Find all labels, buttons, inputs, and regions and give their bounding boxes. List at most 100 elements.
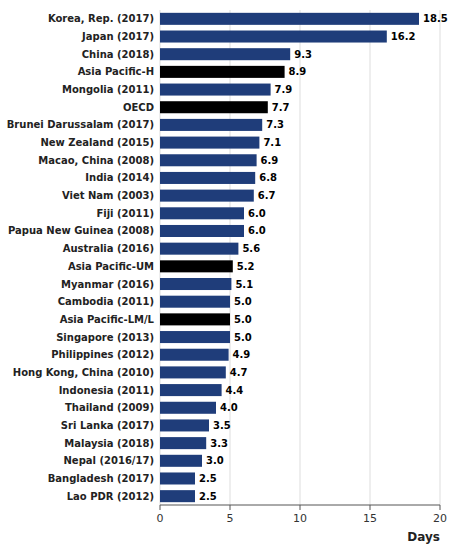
data-label: 4.0 — [220, 402, 238, 413]
data-label: 6.0 — [248, 225, 266, 236]
data-label: 5.0 — [234, 296, 252, 307]
category-label: Fiji (2011) — [96, 208, 154, 219]
data-label: 9.3 — [294, 49, 312, 60]
category-label: Brunei Darussalam (2017) — [7, 119, 154, 130]
tick-label: 20 — [433, 512, 447, 525]
category-label: Asia Pacific-H — [78, 66, 154, 77]
data-label: 4.4 — [226, 385, 244, 396]
bar — [160, 190, 254, 202]
bar — [160, 472, 195, 484]
data-label: 7.3 — [266, 119, 284, 130]
data-label: 6.8 — [259, 172, 277, 183]
y-axis: Korea, Rep. (2017) Japan (2017) China (201… — [7, 13, 155, 501]
bar — [160, 13, 419, 25]
bar — [160, 402, 216, 414]
data-label: 3.5 — [213, 420, 231, 431]
chart: 05101520DaysKorea, Rep. (2017)Japan (201… — [0, 0, 474, 551]
bar — [160, 207, 244, 219]
bar — [160, 278, 231, 290]
bar — [160, 384, 222, 396]
data-label: 3.3 — [210, 438, 228, 449]
tick-mark — [440, 505, 441, 510]
category-label: Hong Kong, China (2010) — [13, 367, 154, 378]
category-label: Viet Nam (2003) — [62, 190, 154, 201]
category-label: Asia Pacific-LM/L — [60, 314, 155, 325]
category-label: Macao, China (2008) — [38, 155, 154, 166]
data-label: 5.0 — [234, 332, 252, 343]
data-labels: 18.5 16.2 9.3 8.9 7.9 7.7 7.3 7.1 6.9 6.8 6.7 6.0 6.… — [199, 13, 448, 501]
bar — [160, 437, 206, 449]
tick-mark — [300, 505, 301, 510]
data-label: 18.5 — [423, 13, 448, 24]
tick-label: 10 — [293, 512, 307, 525]
data-label: 3.0 — [206, 455, 224, 466]
grid-line — [440, 10, 441, 505]
bar — [160, 66, 285, 78]
category-label: Japan (2017) — [81, 31, 154, 42]
bar — [160, 84, 271, 96]
data-label: 7.7 — [272, 102, 290, 113]
category-label: New Zealand (2015) — [40, 137, 154, 148]
category-label: Indonesia (2011) — [59, 385, 154, 396]
category-label: Mongolia (2011) — [62, 84, 154, 95]
bar — [160, 260, 233, 272]
category-label: Singapore (2013) — [56, 332, 154, 343]
bar — [160, 313, 230, 325]
category-label: Myanmar (2016) — [61, 279, 154, 290]
bar — [160, 366, 226, 378]
data-label: 5.1 — [235, 279, 253, 290]
data-label: 16.2 — [391, 31, 416, 42]
category-label: Sri Lanka (2017) — [61, 420, 154, 431]
bar — [160, 243, 238, 255]
bar — [160, 296, 230, 308]
data-label: 4.9 — [233, 349, 251, 360]
data-label: 6.0 — [248, 208, 266, 219]
category-label: Australia (2016) — [63, 243, 154, 254]
bar — [160, 48, 290, 60]
bar — [160, 455, 202, 467]
bar — [160, 172, 255, 184]
category-label: Papua New Guinea (2008) — [8, 225, 154, 236]
axis-label: Days — [407, 530, 440, 544]
x-axis: 05101520Days — [157, 505, 448, 544]
bars — [160, 13, 419, 502]
data-label: 5.6 — [242, 243, 260, 254]
data-label: 8.9 — [289, 66, 307, 77]
grid-line — [300, 10, 301, 505]
data-label: 6.7 — [258, 190, 276, 201]
data-label: 5.2 — [237, 261, 255, 272]
category-label: Malaysia (2018) — [64, 438, 154, 449]
bar — [160, 154, 257, 166]
category-label: Korea, Rep. (2017) — [48, 13, 154, 24]
category-label: Lao PDR (2012) — [67, 491, 154, 502]
category-label: Cambodia (2011) — [58, 296, 154, 307]
bar — [160, 331, 230, 343]
data-label: 4.7 — [230, 367, 248, 378]
data-label: 5.0 — [234, 314, 252, 325]
data-label: 2.5 — [199, 473, 217, 484]
category-label: Asia Pacific-UM — [68, 261, 154, 272]
tick-mark — [160, 505, 161, 510]
category-label: Thailand (2009) — [65, 402, 154, 413]
tick-label: 5 — [227, 512, 234, 525]
tick-label: 15 — [363, 512, 377, 525]
grid-line — [370, 10, 371, 505]
category-label: Nepal (2016/17) — [63, 455, 154, 466]
bar — [160, 419, 209, 431]
tick-mark — [370, 505, 371, 510]
grid — [160, 10, 440, 505]
bar — [160, 137, 259, 149]
data-label: 2.5 — [199, 491, 217, 502]
bar — [160, 349, 229, 361]
data-label: 6.9 — [261, 155, 279, 166]
category-label: Philippines (2012) — [51, 349, 154, 360]
bar — [160, 490, 195, 502]
bar — [160, 225, 244, 237]
category-label: Bangladesh (2017) — [48, 473, 154, 484]
category-label: China (2018) — [82, 49, 154, 60]
axis-line — [160, 505, 440, 506]
data-label: 7.9 — [275, 84, 293, 95]
data-label: 7.1 — [263, 137, 281, 148]
bar — [160, 119, 262, 131]
bar — [160, 31, 387, 43]
